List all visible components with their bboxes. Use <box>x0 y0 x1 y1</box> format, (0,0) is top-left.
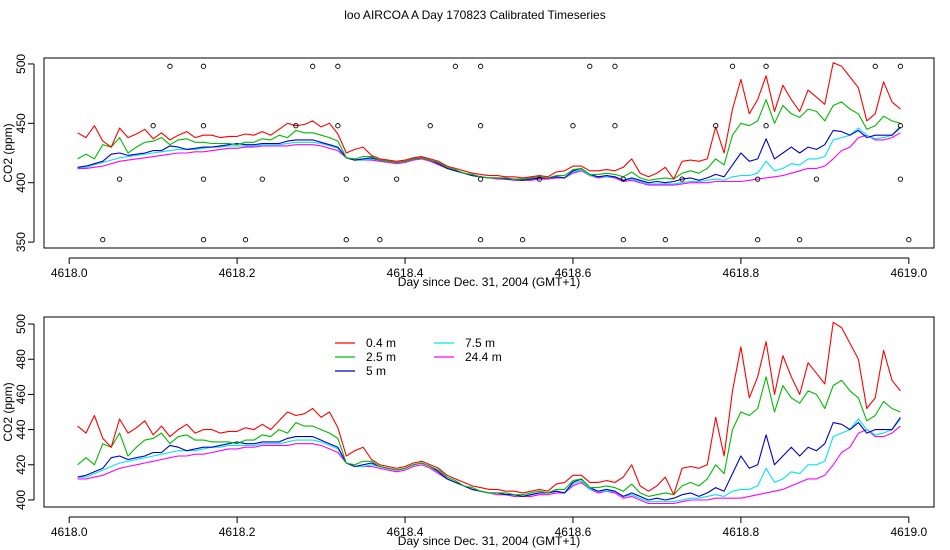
sample-point <box>755 237 761 243</box>
top-panel: 4618.0 4618.2 4618.4 4618.6 4618.8 4619.0 350 4… <box>1 54 935 289</box>
sample-point <box>813 176 820 182</box>
sample-point <box>377 237 383 243</box>
top-series-line-2-5-m <box>77 99 901 181</box>
figure-title: loo AIRCOA A Day 170823 Calibrated Times… <box>344 8 605 22</box>
top-series-line-5-m <box>77 126 901 184</box>
top-x-tick-label: 4618.8 <box>723 266 760 280</box>
sample-point <box>797 237 803 243</box>
top-x-tick-label: 4618.4 <box>387 266 424 280</box>
sample-point <box>906 237 912 243</box>
bottom-series-line-5-m <box>77 416 901 501</box>
legend: 0.4 m 2.5 m 5 m 7.5 m 24.4 m <box>335 336 502 378</box>
sample-point <box>536 176 543 182</box>
bottom-y-tick-label: 440 <box>14 419 28 439</box>
bottom-x-tick-label: 4618.0 <box>51 525 88 539</box>
bottom-panel: 4618.0 4618.2 4618.4 4618.6 4618.8 4619.0 400 4… <box>1 314 935 548</box>
top-x-tick-label: 4618.2 <box>219 266 256 280</box>
sample-point <box>612 63 618 69</box>
sample-point <box>200 237 207 243</box>
sample-point <box>729 63 736 69</box>
top-x-tick-label: 4618.0 <box>51 266 88 280</box>
sample-point <box>116 176 123 182</box>
sample-point <box>259 176 265 182</box>
bottom-plot-frame <box>43 316 935 508</box>
top-series-line-24-4-m <box>77 132 901 186</box>
sample-point <box>662 237 668 243</box>
top-y-tick-label: 350 <box>14 232 28 252</box>
sample-point <box>612 123 618 129</box>
legend-label-1: 2.5 m <box>366 350 396 364</box>
top-sample-points <box>100 63 912 243</box>
sample-point <box>150 123 156 129</box>
legend-label-3: 7.5 m <box>465 336 495 350</box>
sample-point <box>897 123 904 129</box>
sample-point <box>477 123 484 129</box>
sample-point <box>100 237 106 243</box>
top-series-lines <box>77 62 901 186</box>
sample-point <box>763 63 769 69</box>
sample-point <box>393 176 400 182</box>
sample-point <box>200 63 207 69</box>
bottom-y-tick-label: 500 <box>14 314 28 334</box>
sample-point <box>897 63 904 69</box>
bottom-x-tick-label: 4618.8 <box>723 525 760 539</box>
sample-point <box>335 63 341 69</box>
legend-label-0: 0.4 m <box>366 336 396 350</box>
sample-point <box>293 123 299 129</box>
sample-point <box>343 176 349 182</box>
sample-point <box>477 63 484 69</box>
bottom-series-lines <box>77 321 901 505</box>
bottom-x-tick-label: 4619.0 <box>890 525 927 539</box>
bottom-y-axis-label: CO2 (ppm) <box>1 382 15 441</box>
sample-point <box>872 63 878 69</box>
bottom-x-axis-label: Day since Dec. 31, 2004 (GMT+1) <box>398 534 580 548</box>
sample-point <box>335 123 341 129</box>
sample-point <box>310 63 316 69</box>
top-y-tick-label: 500 <box>14 54 28 74</box>
top-x-axis-label: Day since Dec. 31, 2004 (GMT+1) <box>398 275 580 289</box>
legend-label-2: 5 m <box>366 364 386 378</box>
sample-point <box>587 63 593 69</box>
bottom-series-line-2-5-m <box>77 376 901 497</box>
top-x-tick-label: 4618.6 <box>555 266 592 280</box>
bottom-series-line-0-4-m <box>77 321 901 496</box>
top-series-line-0-4-m <box>77 62 901 180</box>
sample-point <box>200 176 207 182</box>
sample-point <box>343 237 349 243</box>
top-plot-frame <box>43 57 935 249</box>
sample-point <box>477 176 484 182</box>
sample-point <box>242 237 249 243</box>
bottom-y-tick-label: 400 <box>14 490 28 510</box>
top-x-tick-label: 4619.0 <box>890 266 927 280</box>
top-y-axis-label: CO2 (ppm) <box>1 123 15 182</box>
bottom-y-tick-label: 480 <box>14 349 28 369</box>
sample-point <box>452 63 459 69</box>
sample-point <box>713 123 719 129</box>
legend-label-4: 24.4 m <box>465 350 502 364</box>
bottom-x-tick-label: 4618.2 <box>219 525 256 539</box>
sample-point <box>200 123 207 129</box>
sample-point <box>755 176 761 182</box>
sample-point <box>167 63 173 69</box>
sample-point <box>679 176 685 182</box>
top-y-tick-label: 450 <box>14 113 28 133</box>
bottom-y-tick-label: 420 <box>14 454 28 474</box>
top-axis-ticks: 4618.0 4618.2 4618.4 4618.6 4618.8 4619.0 350 4… <box>14 54 927 280</box>
sample-point <box>477 237 484 243</box>
bottom-axis-ticks: 4618.0 4618.2 4618.4 4618.6 4618.8 4619.0 400 4… <box>14 314 927 539</box>
sample-point <box>620 237 626 243</box>
sample-point <box>519 237 526 243</box>
bottom-series-line-24-4-m <box>77 425 901 505</box>
bottom-y-tick-label: 460 <box>14 384 28 404</box>
sample-point <box>570 123 576 129</box>
sample-point <box>620 176 626 182</box>
bottom-x-tick-label: 4618.6 <box>555 525 592 539</box>
bottom-x-tick-label: 4618.4 <box>387 525 424 539</box>
top-y-tick-label: 400 <box>14 172 28 192</box>
sample-point <box>763 123 769 129</box>
sample-point <box>427 123 433 129</box>
sample-point <box>897 176 904 182</box>
